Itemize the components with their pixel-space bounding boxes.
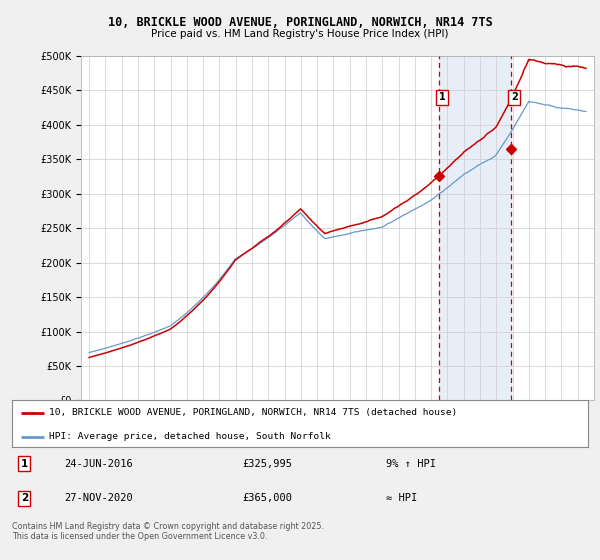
- Text: 2: 2: [511, 92, 518, 102]
- Text: 10, BRICKLE WOOD AVENUE, PORINGLAND, NORWICH, NR14 7TS: 10, BRICKLE WOOD AVENUE, PORINGLAND, NOR…: [107, 16, 493, 29]
- Text: 27-NOV-2020: 27-NOV-2020: [64, 493, 133, 503]
- Text: 24-JUN-2016: 24-JUN-2016: [64, 459, 133, 469]
- Text: 10, BRICKLE WOOD AVENUE, PORINGLAND, NORWICH, NR14 7TS (detached house): 10, BRICKLE WOOD AVENUE, PORINGLAND, NOR…: [49, 408, 458, 417]
- Text: 9% ↑ HPI: 9% ↑ HPI: [386, 459, 436, 469]
- Text: £325,995: £325,995: [242, 459, 292, 469]
- Text: Contains HM Land Registry data © Crown copyright and database right 2025.
This d: Contains HM Land Registry data © Crown c…: [12, 522, 324, 542]
- Text: 2: 2: [20, 493, 28, 503]
- Text: £365,000: £365,000: [242, 493, 292, 503]
- Text: 1: 1: [439, 92, 446, 102]
- Text: Price paid vs. HM Land Registry's House Price Index (HPI): Price paid vs. HM Land Registry's House …: [151, 29, 449, 39]
- Bar: [439, 56, 511, 400]
- Text: 1: 1: [20, 459, 28, 469]
- Text: HPI: Average price, detached house, South Norfolk: HPI: Average price, detached house, Sout…: [49, 432, 331, 441]
- Text: ≈ HPI: ≈ HPI: [386, 493, 418, 503]
